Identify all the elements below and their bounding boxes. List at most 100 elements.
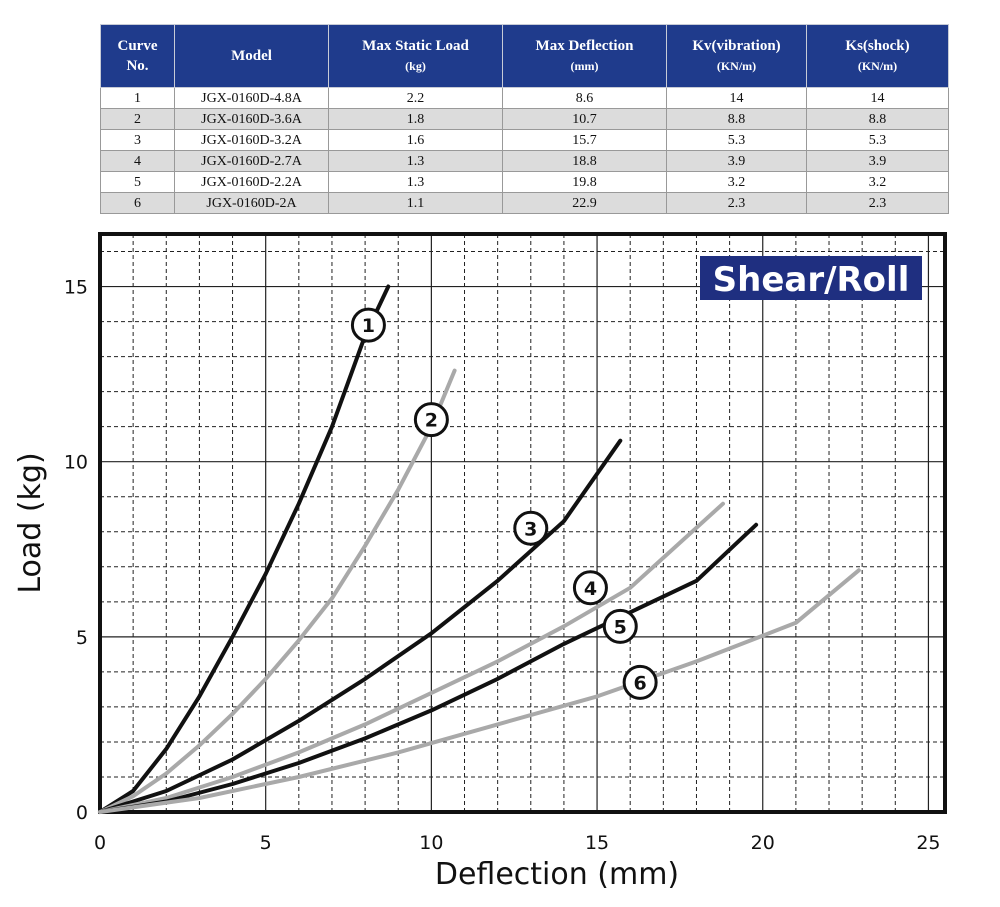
- header-title: Model: [231, 48, 272, 64]
- table-cell: 3.9: [666, 150, 807, 172]
- y-tick-label: 0: [76, 802, 88, 824]
- spec-table-header: Curve No. Model Max Static Load (kg) Max D…: [100, 24, 949, 88]
- x-tick-label: 25: [916, 832, 940, 854]
- table-cell: JGX-0160D-2.7A: [174, 150, 329, 172]
- table-cell: 3.2: [806, 171, 949, 193]
- x-tick-label: 5: [260, 832, 272, 854]
- table-cell: 2.3: [806, 192, 949, 214]
- table-row: 3 JGX-0160D-3.2A 1.6 15.7 5.3 5.3: [100, 129, 949, 151]
- curves: [98, 284, 861, 814]
- y-tick-label: 5: [76, 627, 88, 649]
- header-unit: (kg): [405, 59, 426, 73]
- curve-marker-label: 1: [362, 315, 375, 337]
- curve-marker-circle: [572, 570, 608, 606]
- curve-marker-label: 4: [584, 578, 597, 600]
- curve-marker-circle: [413, 402, 449, 438]
- header-title: Kv(vibration): [692, 38, 781, 54]
- curve-marker-label: 2: [425, 410, 438, 432]
- table-cell: 8.6: [502, 87, 667, 109]
- curve-marker-label: 3: [524, 518, 537, 540]
- table-cell: 22.9: [502, 192, 667, 214]
- curve-1: [98, 284, 391, 814]
- header-title: Max Static Load: [362, 38, 469, 54]
- table-cell: 18.8: [502, 150, 667, 172]
- y-axis-title: Load (kg): [13, 452, 48, 593]
- header-curve-no: Curve No.: [100, 24, 175, 88]
- header-ks-shock: Ks(shock) (KN/m): [806, 24, 949, 88]
- table-cell: 15.7: [502, 129, 667, 151]
- chart-title: Shear/Roll: [713, 260, 910, 300]
- table-cell: 19.8: [502, 171, 667, 193]
- table-cell: 14: [806, 87, 949, 109]
- table-cell: 8.8: [806, 108, 949, 130]
- spec-table-body: 1 JGX-0160D-4.8A 2.2 8.6 14 14 2 JGX-016…: [100, 87, 949, 214]
- header-max-static-load: Max Static Load (kg): [328, 24, 503, 88]
- table-cell: 3.2: [666, 171, 807, 193]
- curve-marker-circle: [602, 608, 638, 644]
- chart-grid: [100, 234, 945, 812]
- table-row: 2 JGX-0160D-3.6A 1.8 10.7 8.8 8.8: [100, 108, 949, 130]
- header-unit: (KN/m): [857, 59, 898, 73]
- curve-marker-label: 6: [634, 672, 647, 694]
- y-tick-labels: 0 5 10 15: [64, 277, 88, 824]
- curve-marker-circle: [513, 510, 549, 546]
- table-cell: 10.7: [502, 108, 667, 130]
- table-cell: 4: [100, 150, 175, 172]
- header-title: Curve: [117, 38, 158, 54]
- header-unit: (mm): [570, 59, 599, 73]
- table-cell: 14: [666, 87, 807, 109]
- header-title-line2: No.: [126, 58, 149, 74]
- title-badge-background: [700, 256, 922, 300]
- table-cell: JGX-0160D-2.2A: [174, 171, 329, 193]
- x-axis-title: Deflection (mm): [435, 857, 679, 892]
- header-max-deflection: Max Deflection (mm): [502, 24, 667, 88]
- table-cell: 1.3: [328, 150, 503, 172]
- plot-frame: [98, 232, 947, 814]
- x-tick-labels: 0 5 10 15 20 25: [94, 832, 941, 854]
- chart-title-badge: Shear/Roll: [700, 256, 922, 300]
- table-cell: JGX-0160D-3.6A: [174, 108, 329, 130]
- header-unit: (KN/m): [716, 59, 757, 73]
- table-cell: 8.8: [666, 108, 807, 130]
- table-cell: 3: [100, 129, 175, 151]
- x-tick-label: 10: [419, 832, 443, 854]
- table-cell: 5.3: [806, 129, 949, 151]
- y-tick-label: 15: [64, 277, 88, 299]
- table-row: 1 JGX-0160D-4.8A 2.2 8.6 14 14: [100, 87, 949, 109]
- table-cell: 1.6: [328, 129, 503, 151]
- table-cell: 1.3: [328, 171, 503, 193]
- curve-6: [98, 568, 861, 814]
- curve-4: [98, 501, 725, 814]
- x-tick-label: 0: [94, 832, 106, 854]
- y-tick-label: 10: [64, 452, 88, 474]
- table-row: 6 JGX-0160D-2A 1.1 22.9 2.3 2.3: [100, 192, 949, 214]
- table-cell: 2.2: [328, 87, 503, 109]
- spec-table: Curve No. Model Max Static Load (kg) Max D…: [100, 24, 949, 214]
- table-cell: JGX-0160D-4.8A: [174, 87, 329, 109]
- table-cell: 1.1: [328, 192, 503, 214]
- table-row: 4 JGX-0160D-2.7A 1.3 18.8 3.9 3.9: [100, 150, 949, 172]
- curve-marker-label: 5: [614, 616, 627, 638]
- header-kv-vibration: Kv(vibration) (KN/m): [666, 24, 807, 88]
- table-cell: 3.9: [806, 150, 949, 172]
- curve-5: [98, 522, 759, 814]
- table-cell: 2: [100, 108, 175, 130]
- table-cell: 5: [100, 171, 175, 193]
- x-tick-label: 15: [585, 832, 609, 854]
- table-cell: 1: [100, 87, 175, 109]
- header-title: Ks(shock): [845, 38, 910, 54]
- curve-2: [98, 368, 457, 814]
- table-cell: 1.8: [328, 108, 503, 130]
- table-cell: 6: [100, 192, 175, 214]
- table-cell: 5.3: [666, 129, 807, 151]
- table-cell: JGX-0160D-3.2A: [174, 129, 329, 151]
- header-model: Model: [174, 24, 329, 88]
- header-title: Max Deflection: [535, 38, 634, 54]
- curve-markers: 1 2 3 45 6: [350, 307, 658, 700]
- x-tick-label: 20: [751, 832, 775, 854]
- table-row: 5 JGX-0160D-2.2A 1.3 19.8 3.2 3.2: [100, 171, 949, 193]
- table-cell: JGX-0160D-2A: [174, 192, 329, 214]
- curve-marker-circle: [622, 664, 658, 700]
- curve-marker-circle: [350, 307, 386, 343]
